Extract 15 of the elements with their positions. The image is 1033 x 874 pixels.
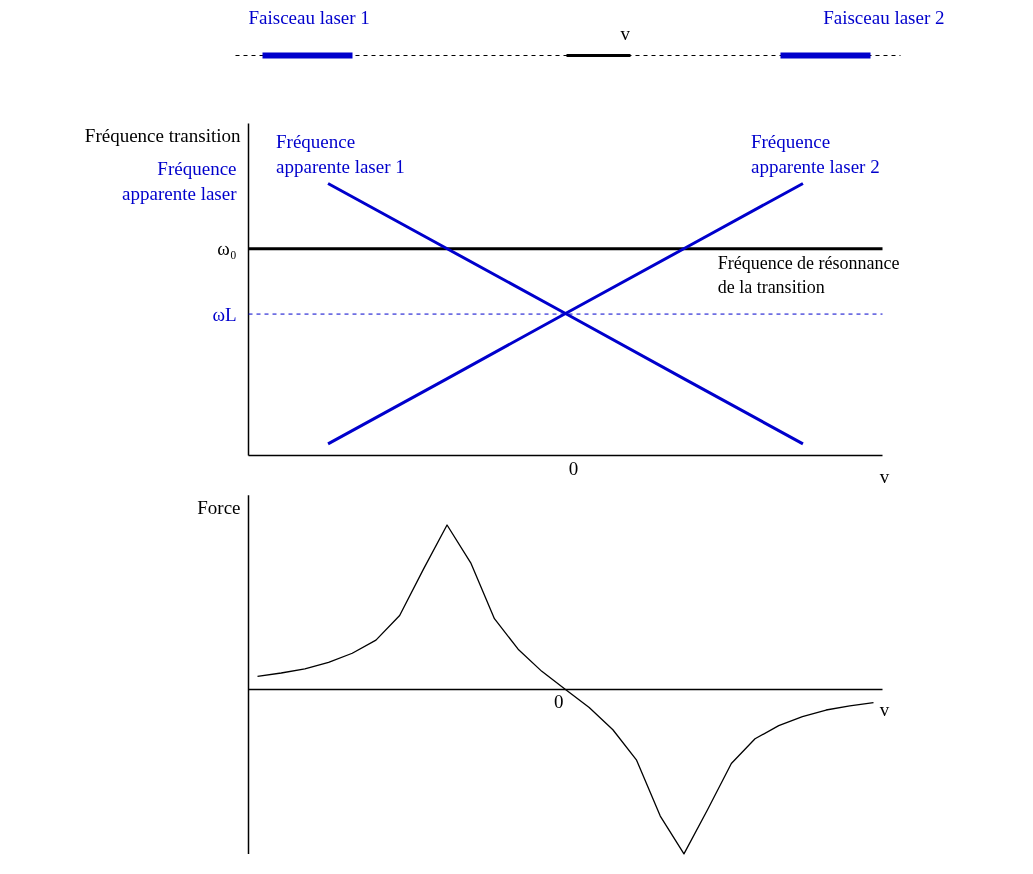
y-axis-title: Fréquence transition <box>84 125 241 147</box>
ref-line-label: ωL <box>212 303 237 325</box>
ref-line-label: ω₀ <box>217 238 237 260</box>
x-axis-title: v <box>879 465 890 487</box>
series-label: Fréquence apparente laser 2 <box>750 131 880 178</box>
text: Fréquence apparente laser <box>122 157 238 204</box>
x-axis-title: v <box>879 699 890 721</box>
annotation: Fréquence de résonnance de la transition <box>717 252 900 297</box>
text: 0 <box>568 457 579 479</box>
annotation: 0 <box>554 691 564 713</box>
y-axis-title: Force <box>197 496 241 518</box>
series-label: Fréquence apparente laser 1 <box>276 131 405 178</box>
text: Faisceau laser 2 <box>823 7 945 28</box>
text: Faisceau laser 1 <box>248 7 370 28</box>
text: v <box>620 23 631 44</box>
